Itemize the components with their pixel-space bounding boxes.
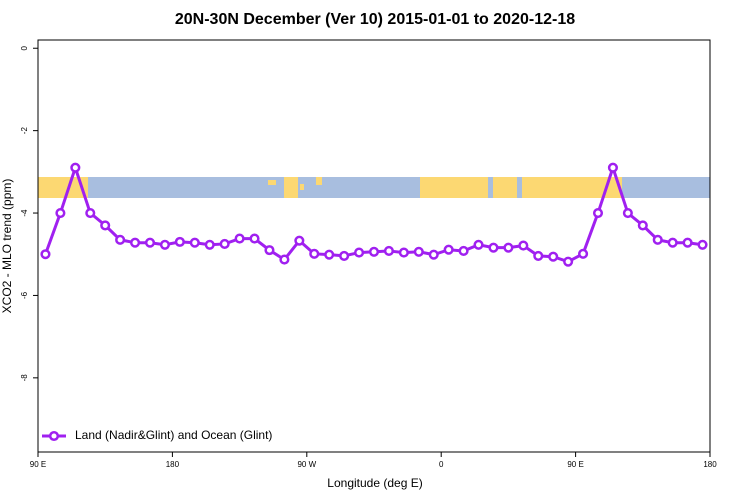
chart-title: 20N-30N December (Ver 10) 2015-01-01 to …	[175, 11, 575, 28]
x-tick-label: 180	[166, 460, 180, 469]
data-point	[115, 234, 126, 245]
data-point	[309, 248, 320, 259]
data-point	[40, 249, 51, 260]
data-point	[144, 237, 156, 248]
data-point	[697, 239, 708, 250]
data-point	[294, 235, 305, 246]
x-tick-label: 0	[439, 460, 444, 469]
data-point	[85, 207, 96, 219]
map-strip	[38, 177, 710, 198]
y-axis-label: XCO2 - MLO trend (ppm)	[0, 179, 14, 314]
plot-frame	[37, 39, 711, 453]
data-point	[443, 244, 454, 255]
data-point	[622, 207, 633, 219]
data-point	[652, 234, 663, 245]
x-tick-label: 90 E	[567, 460, 583, 469]
x-tick-label: 180	[703, 460, 717, 469]
y-tick-label: -2	[20, 127, 29, 135]
data-point	[637, 220, 648, 231]
data-point	[234, 233, 245, 244]
data-point	[383, 245, 394, 256]
data-point	[264, 245, 275, 256]
data-point	[174, 236, 185, 247]
data-point	[428, 249, 439, 260]
data-point	[189, 237, 200, 248]
data-point	[398, 247, 409, 258]
data-point	[667, 237, 678, 248]
data-point	[55, 207, 66, 219]
data-point	[219, 238, 230, 249]
data-point	[458, 245, 469, 256]
data-point	[533, 250, 544, 261]
data-point	[339, 250, 350, 261]
data-point	[70, 162, 81, 173]
data-point	[548, 251, 559, 262]
data-point	[368, 246, 380, 257]
data-point	[592, 207, 604, 219]
data-point	[159, 239, 170, 250]
data-point	[354, 247, 365, 258]
y-tick-label: -4	[20, 209, 29, 217]
data-point	[682, 237, 693, 248]
legend-marker	[48, 430, 60, 442]
x-axis-label: Longitude (deg E)	[327, 476, 422, 490]
data-point	[578, 248, 589, 259]
y-tick-label: -6	[20, 291, 29, 299]
y-tick-label: -8	[20, 374, 29, 382]
data-point	[503, 242, 514, 253]
data-point	[473, 239, 484, 250]
data-point	[324, 249, 335, 260]
x-tick-label: 90 E	[30, 460, 46, 469]
data-point	[413, 246, 424, 257]
data-point	[563, 256, 574, 267]
data-point	[249, 233, 260, 244]
data-point	[488, 242, 499, 253]
data-point	[518, 240, 529, 251]
data-point	[204, 239, 215, 250]
data-point	[130, 237, 141, 248]
legend-label: Land (Nadir&Glint) and Ocean (Glint)	[75, 428, 272, 442]
data-point	[100, 220, 111, 231]
x-tick-label: 90 W	[297, 460, 316, 469]
y-tick-label: 0	[20, 45, 29, 50]
data-point	[607, 162, 618, 173]
data-point	[279, 254, 290, 265]
